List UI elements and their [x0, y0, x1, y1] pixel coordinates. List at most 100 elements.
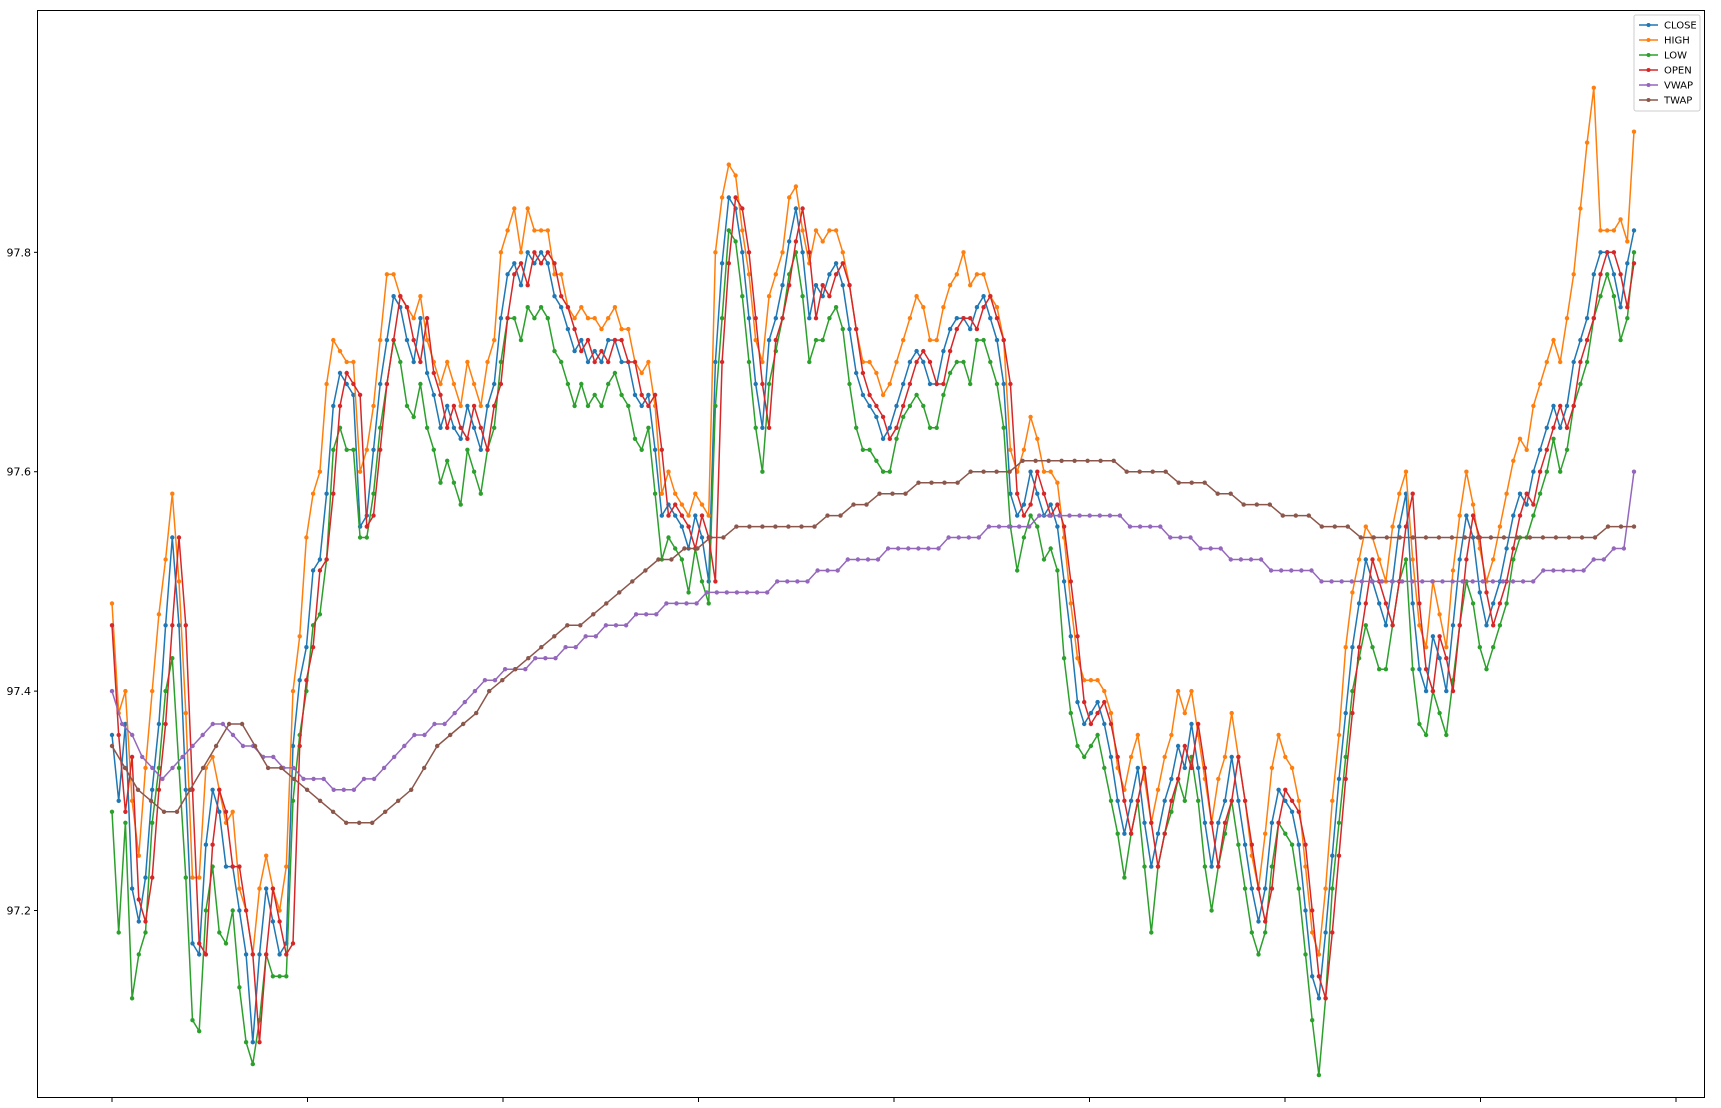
data-point-high [384, 272, 390, 277]
data-point-open [1537, 469, 1543, 474]
data-point-close [1444, 688, 1449, 694]
data-point-close [1578, 337, 1583, 343]
data-point-low [619, 392, 624, 398]
data-point-open [968, 316, 973, 321]
data-point-open [250, 952, 255, 957]
data-point-open [793, 239, 799, 244]
data-point-high [901, 337, 906, 343]
data-point-open [203, 952, 209, 957]
data-point-twap [1241, 502, 1246, 507]
data-point-high [1363, 524, 1369, 529]
data-point-twap [825, 513, 830, 518]
data-point-high [465, 359, 470, 365]
data-point-twap [994, 469, 999, 474]
data-point-low [867, 447, 872, 452]
data-point-vwap [1329, 579, 1334, 584]
data-point-high [833, 228, 839, 233]
data-point-vwap [644, 612, 649, 617]
data-point-twap [370, 820, 375, 825]
data-point-high [123, 688, 128, 694]
data-point-vwap [220, 721, 226, 727]
data-point-open [538, 261, 544, 266]
data-point-vwap [573, 645, 578, 650]
data-point-open [639, 392, 644, 398]
data-point-low [451, 480, 457, 485]
data-point-vwap [452, 710, 457, 716]
data-point-low [431, 447, 436, 452]
y-tick-label: 97.2 [7, 905, 32, 918]
data-point-close [1263, 886, 1268, 891]
data-point-vwap [1107, 513, 1113, 518]
data-point-vwap [1188, 535, 1193, 540]
data-point-close [1061, 579, 1067, 584]
data-point-close [1584, 316, 1590, 321]
data-point-vwap [1389, 579, 1395, 584]
data-point-low [746, 359, 752, 365]
data-point-close [1015, 513, 1020, 518]
data-point-close [1102, 721, 1107, 727]
data-point-twap [734, 524, 739, 529]
data-point-low [1403, 557, 1409, 562]
data-point-close [1356, 601, 1362, 606]
data-point-close [807, 316, 812, 321]
data-point-high [1102, 688, 1107, 694]
data-point-open [1631, 261, 1637, 266]
data-point-high [773, 272, 778, 277]
data-point-vwap [160, 776, 165, 782]
data-point-open [1336, 853, 1342, 858]
data-point-twap [1540, 535, 1546, 540]
data-point-close [1155, 831, 1161, 836]
data-point-twap [330, 809, 336, 814]
data-point-close [123, 721, 128, 727]
data-point-twap [1501, 535, 1507, 540]
data-point-low [1082, 754, 1087, 760]
data-point-open [1095, 710, 1100, 716]
data-point-open [1162, 831, 1167, 836]
data-point-low [1169, 809, 1174, 814]
data-point-open [847, 283, 852, 288]
legend-marker-vwap [1646, 83, 1651, 87]
data-point-twap [239, 721, 245, 727]
data-point-open [921, 348, 926, 354]
data-point-high [639, 370, 644, 376]
data-point-open [1068, 579, 1074, 584]
data-point-close [1611, 272, 1617, 277]
data-point-vwap [1379, 579, 1385, 584]
data-point-open [304, 678, 309, 683]
data-point-high [129, 798, 135, 803]
data-point-close [1551, 403, 1556, 409]
data-point-twap [435, 743, 440, 749]
data-point-twap [200, 765, 206, 771]
data-point-twap [1111, 458, 1116, 463]
data-point-high [364, 447, 369, 452]
data-point-high [230, 809, 235, 814]
data-point-vwap [1148, 524, 1153, 529]
data-point-vwap [1198, 546, 1203, 551]
data-point-high [109, 601, 115, 606]
data-point-open [310, 645, 316, 650]
data-point-open [170, 623, 175, 628]
data-point-high [143, 765, 148, 771]
data-point-open [1531, 502, 1536, 507]
data-point-twap [903, 491, 908, 496]
data-point-twap [1046, 458, 1051, 463]
data-point-open [961, 316, 966, 321]
data-point-twap [1228, 491, 1233, 496]
data-point-twap [1319, 524, 1325, 529]
data-point-open [740, 206, 745, 211]
data-point-high [559, 272, 564, 277]
data-point-vwap [301, 776, 306, 782]
data-point-open [1276, 820, 1281, 825]
data-point-low [1625, 316, 1630, 321]
data-point-open [1021, 513, 1027, 518]
data-point-open [632, 359, 638, 365]
data-point-high [371, 403, 376, 409]
data-point-high [659, 491, 664, 496]
data-point-high [800, 228, 805, 233]
data-point-open [1417, 601, 1422, 606]
data-point-close [941, 348, 946, 354]
data-point-close [1484, 623, 1489, 628]
data-point-close [820, 294, 825, 299]
data-point-open [1316, 974, 1322, 979]
data-point-low [277, 974, 282, 979]
